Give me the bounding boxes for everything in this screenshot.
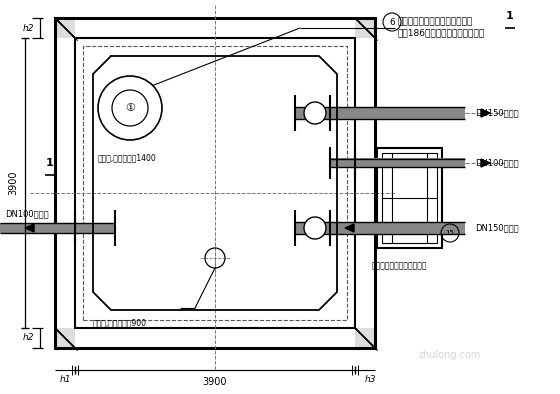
- Text: 通风管,高出覆土面1400: 通风管,高出覆土面1400: [98, 154, 157, 162]
- Bar: [330, 158, 465, 167]
- Circle shape: [304, 102, 326, 124]
- Bar: [55, 18, 375, 348]
- Polygon shape: [481, 159, 490, 167]
- Text: h2: h2: [22, 24, 34, 32]
- Bar: [295, 107, 465, 119]
- Text: DN150出水管: DN150出水管: [475, 108, 519, 117]
- Text: 15: 15: [446, 230, 454, 236]
- Bar: [75, 38, 355, 328]
- Circle shape: [304, 217, 326, 239]
- Text: 见第186页，安装要求详见总说明: 见第186页，安装要求详见总说明: [398, 28, 485, 37]
- Text: DN100溢水管: DN100溢水管: [475, 158, 519, 167]
- Text: 6: 6: [389, 17, 395, 26]
- Bar: [355, 328, 375, 348]
- Bar: [382, 153, 437, 243]
- Polygon shape: [25, 224, 34, 232]
- Text: h1: h1: [59, 375, 71, 384]
- Polygon shape: [481, 109, 490, 117]
- Bar: [55, 18, 75, 38]
- Text: h3: h3: [364, 375, 376, 384]
- Bar: [377, 148, 442, 248]
- Bar: [83, 46, 347, 320]
- Bar: [355, 18, 375, 38]
- Bar: [0, 223, 115, 233]
- Text: DN100进水管: DN100进水管: [5, 210, 49, 219]
- Text: 通风管,高出覆土面900: 通风管,高出覆土面900: [93, 318, 147, 327]
- Text: zhulong.com: zhulong.com: [419, 350, 481, 360]
- Text: 尺寸根据工程具体情况决定: 尺寸根据工程具体情况决定: [372, 262, 427, 271]
- Text: 1: 1: [46, 158, 54, 168]
- Text: 3900: 3900: [203, 377, 227, 387]
- Bar: [295, 222, 465, 234]
- Text: 3900: 3900: [8, 171, 18, 195]
- Text: 顶板预留水位传示装置孔，做法: 顶板预留水位传示装置孔，做法: [398, 17, 473, 26]
- Text: h2: h2: [22, 333, 34, 342]
- Bar: [55, 328, 75, 348]
- Polygon shape: [345, 224, 354, 232]
- Text: ①: ①: [125, 103, 135, 113]
- Text: 1: 1: [506, 11, 514, 21]
- Text: DN150溢水管: DN150溢水管: [475, 223, 519, 232]
